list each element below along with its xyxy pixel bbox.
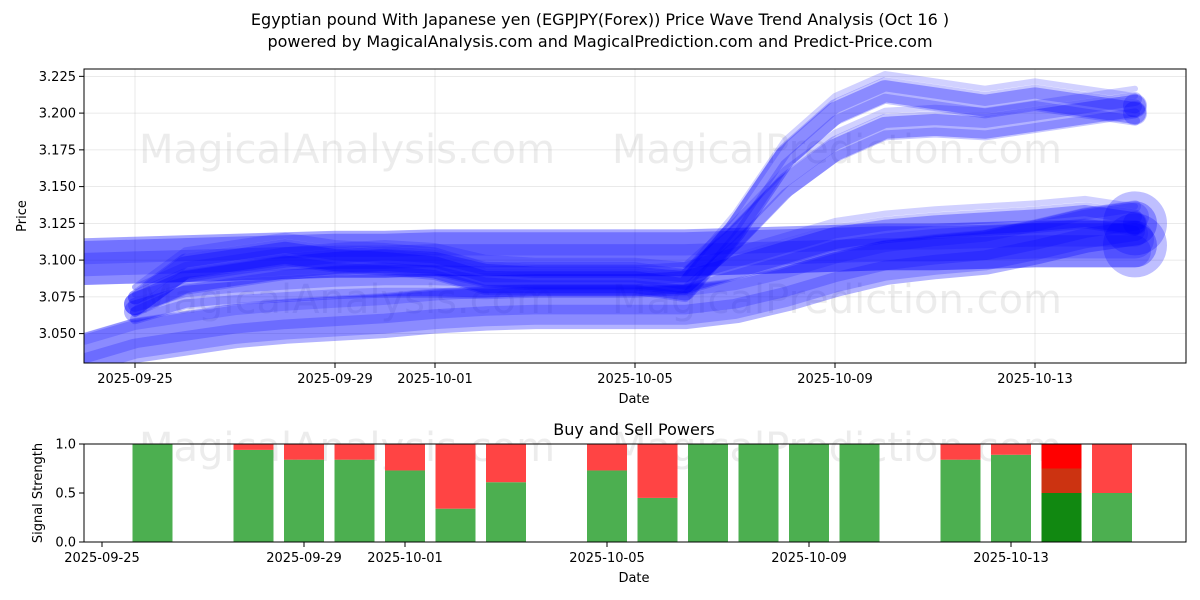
signal-y-label: Signal Strength — [31, 443, 46, 543]
watermark-top-right: MagicalPrediction.com — [612, 127, 1062, 173]
price-x-tick-label: 2025-09-29 — [297, 372, 373, 387]
sell-bar — [385, 444, 425, 471]
wave-line-wave-upper — [124, 94, 1146, 316]
price-waves — [84, 71, 1167, 363]
buy-bar — [991, 454, 1031, 542]
signal-x-tick-label: 2025-10-09 — [771, 551, 847, 566]
price-x-axis: 2025-09-25 2025-09-29 2025-10-01 2025-10-05… — [97, 363, 1073, 387]
price-x-tick-label: 2025-10-09 — [797, 372, 873, 387]
sell-bar — [486, 444, 526, 483]
signal-x-label: Date — [618, 571, 649, 586]
wave-line-wave-high — [130, 93, 1140, 317]
price-x-label: Date — [618, 392, 649, 407]
watermark-bottom-right: MagicalPrediction.com — [612, 425, 1062, 471]
watermark-mid-left: MagicalAnalysis.com — [139, 277, 555, 323]
buy-bar — [688, 444, 728, 542]
wave-line-wave-mid — [128, 202, 1142, 312]
signal-y-tick-label: 0.0 — [55, 536, 76, 551]
price-y-axis: 3.050 3.075 3.100 3.125 3.150 3.175 3.200 3.225 — [39, 70, 84, 342]
price-y-tick-label: 3.075 — [39, 290, 76, 305]
signal-y-tick-label: 0.5 — [55, 487, 76, 502]
buy-bar — [839, 444, 880, 542]
wave-line-wave-flat — [84, 220, 1154, 277]
sell-bar — [233, 444, 274, 450]
price-y-tick-label: 3.125 — [39, 217, 76, 232]
price-y-tick-label: 3.100 — [39, 254, 76, 269]
wave-line-wave-mid — [124, 205, 1146, 323]
signal-chart-title: Buy and Sell Powers — [553, 420, 715, 439]
wave-line-wave-upper — [128, 92, 1142, 305]
buy-bar — [233, 449, 274, 542]
price-y-tick-label: 3.200 — [39, 107, 76, 122]
buy-bar — [385, 470, 425, 542]
wave-line-wave-high — [124, 80, 1146, 316]
wave-line-wave-flat — [84, 235, 1151, 285]
signal-x-tick-label: 2025-09-29 — [266, 551, 342, 566]
sell-bar — [940, 444, 981, 460]
price-y-label: Price — [15, 200, 30, 232]
sell-bar — [435, 444, 476, 509]
watermark-mid-right: MagicalPrediction.com — [612, 277, 1062, 323]
signal-y-tick-label: 1.0 — [55, 438, 76, 453]
signal-bars — [132, 444, 1132, 542]
price-x-tick-label: 2025-10-01 — [397, 372, 473, 387]
buy-bar — [637, 497, 678, 542]
signal-y-axis: 0.0 0.5 1.0 — [55, 438, 84, 551]
signal-x-tick-label: 2025-10-05 — [569, 551, 645, 566]
price-y-tick-label: 3.175 — [39, 143, 76, 158]
signal-x-tick-label: 2025-10-13 — [973, 551, 1049, 566]
wave-line-wave-mid — [132, 195, 1138, 298]
wave-line-wave-low — [84, 201, 1157, 363]
sell-bar — [1041, 444, 1082, 469]
buy-bar — [1041, 493, 1082, 542]
wave-line-wave-high — [132, 71, 1138, 291]
watermark-top-left: MagicalAnalysis.com — [139, 127, 555, 173]
wave-end-marker — [1123, 93, 1147, 118]
wave-line-wave-upper — [132, 85, 1138, 291]
sell-bar — [1092, 444, 1132, 493]
sell-bar — [587, 444, 627, 471]
signal-x-tick-label: 2025-09-25 — [64, 551, 140, 566]
wave-end-marker — [1103, 191, 1167, 256]
price-x-tick-label: 2025-10-13 — [997, 372, 1073, 387]
buy-bar — [132, 444, 173, 542]
buy-bar — [738, 444, 779, 542]
buy-bar — [284, 459, 324, 542]
price-y-tick-label: 3.225 — [39, 70, 76, 85]
wave-end-marker — [1123, 101, 1147, 126]
price-y-tick-label: 3.150 — [39, 180, 76, 195]
chart-subtitle: powered by MagicalAnalysis.com and Magic… — [267, 32, 933, 51]
wave-line-wave-flat — [84, 223, 1157, 285]
wave-end-marker — [1103, 213, 1167, 278]
signal-x-axis: 2025-09-25 2025-09-29 2025-10-01 2025-10-05… — [64, 542, 1049, 566]
price-x-tick-label: 2025-10-05 — [597, 372, 673, 387]
wave-line-wave-upper — [130, 108, 1140, 317]
wave-end-marker — [1123, 211, 1147, 236]
wave-line-wave-mid — [130, 218, 1140, 325]
sell-bar — [637, 444, 678, 498]
sell-bar — [1041, 468, 1082, 493]
price-gridlines — [84, 69, 1186, 363]
buy-bar — [1092, 493, 1132, 542]
signal-x-tick-label: 2025-10-01 — [367, 551, 443, 566]
buy-bar — [789, 444, 829, 542]
wave-line-wave-flat — [84, 220, 1148, 265]
price-x-tick-label: 2025-09-25 — [97, 372, 173, 387]
buy-bar — [486, 482, 526, 542]
wave-line-wave-low — [84, 202, 1149, 363]
buy-bar — [587, 470, 627, 542]
buy-bar — [940, 459, 981, 542]
chart-title: Egyptian pound With Japanese yen (EGPJPY… — [250, 10, 950, 29]
wave-line-wave-low — [84, 221, 1145, 363]
sell-bar — [284, 444, 324, 460]
buy-bar — [435, 508, 476, 542]
price-y-tick-label: 3.050 — [39, 327, 76, 342]
wave-line-wave-high — [128, 77, 1142, 305]
sell-bar — [334, 444, 375, 460]
sell-bar — [991, 444, 1031, 455]
wave-line-wave-low — [84, 200, 1141, 345]
buy-bar — [334, 459, 375, 542]
